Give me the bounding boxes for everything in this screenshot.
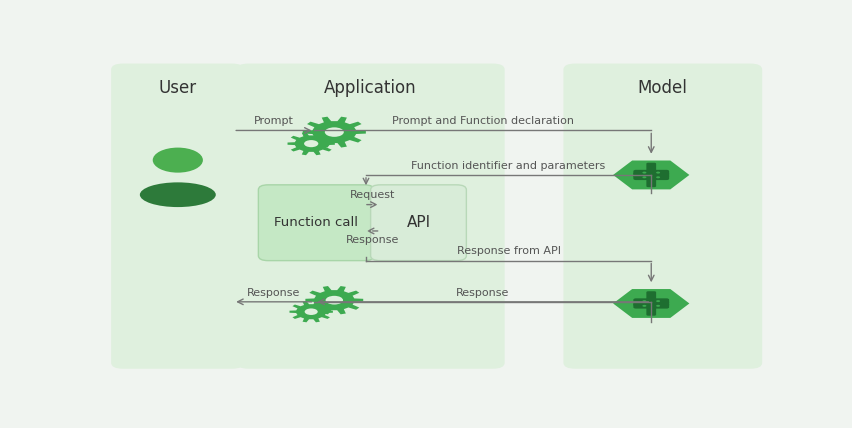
FancyBboxPatch shape <box>371 185 466 261</box>
Polygon shape <box>613 289 689 318</box>
FancyBboxPatch shape <box>563 63 763 369</box>
Text: Response: Response <box>247 288 301 297</box>
Circle shape <box>325 296 343 305</box>
Circle shape <box>642 305 647 307</box>
Text: Prompt and Function declaration: Prompt and Function declaration <box>392 116 574 126</box>
Text: Model: Model <box>638 79 688 97</box>
Circle shape <box>656 305 660 307</box>
FancyBboxPatch shape <box>633 298 669 304</box>
Text: Response: Response <box>346 235 399 245</box>
FancyBboxPatch shape <box>111 63 244 369</box>
Circle shape <box>304 140 319 147</box>
FancyBboxPatch shape <box>633 301 669 306</box>
FancyBboxPatch shape <box>633 175 669 180</box>
Polygon shape <box>302 117 366 148</box>
Text: Application: Application <box>325 79 417 97</box>
Text: Response: Response <box>456 288 509 297</box>
FancyBboxPatch shape <box>633 172 669 178</box>
Circle shape <box>153 148 203 172</box>
FancyBboxPatch shape <box>237 63 504 369</box>
Text: API: API <box>406 215 430 230</box>
FancyBboxPatch shape <box>633 303 669 309</box>
Text: Request: Request <box>349 190 395 200</box>
Text: Prompt: Prompt <box>254 116 294 126</box>
Circle shape <box>656 172 660 174</box>
Text: User: User <box>158 79 197 97</box>
Text: Function call: Function call <box>274 216 358 229</box>
FancyBboxPatch shape <box>258 185 374 261</box>
Circle shape <box>642 172 647 174</box>
Text: Response from API: Response from API <box>457 247 561 256</box>
Circle shape <box>325 128 344 137</box>
Ellipse shape <box>140 182 216 207</box>
Polygon shape <box>305 286 363 314</box>
Polygon shape <box>613 160 689 189</box>
Circle shape <box>656 176 660 178</box>
FancyBboxPatch shape <box>647 163 656 187</box>
Circle shape <box>642 300 647 302</box>
Circle shape <box>656 300 660 302</box>
Circle shape <box>642 176 647 178</box>
FancyBboxPatch shape <box>633 170 669 175</box>
Text: Function identifier and parameters: Function identifier and parameters <box>412 161 606 171</box>
FancyBboxPatch shape <box>647 291 656 316</box>
Polygon shape <box>290 301 333 322</box>
Circle shape <box>305 309 318 315</box>
Polygon shape <box>287 132 335 155</box>
